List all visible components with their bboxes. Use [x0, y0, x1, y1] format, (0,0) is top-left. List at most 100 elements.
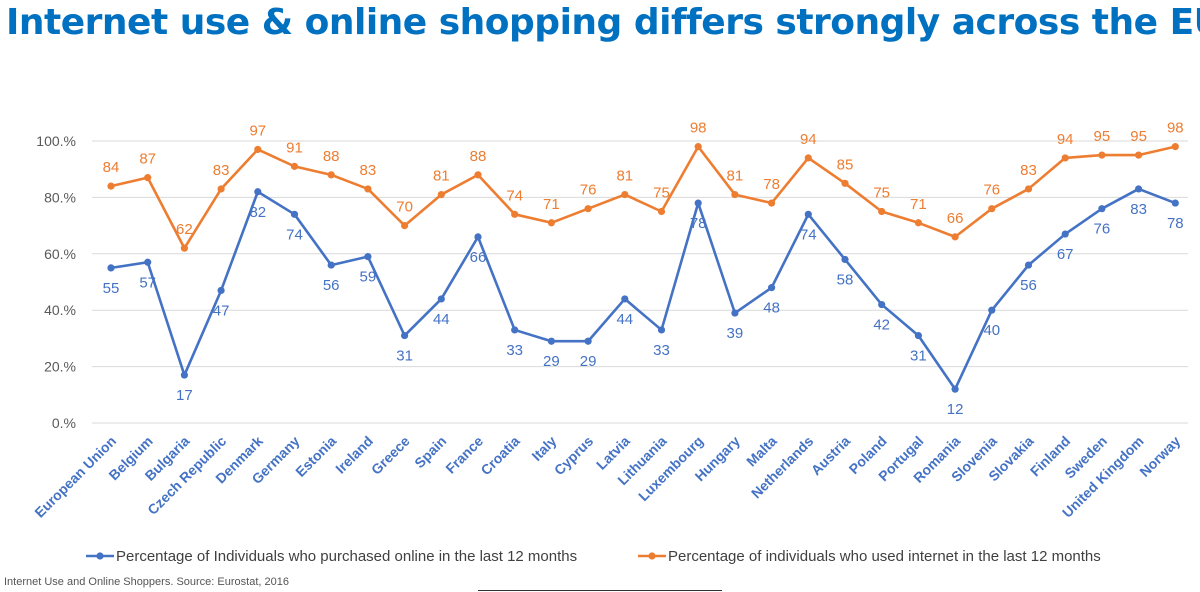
data-point [1135, 185, 1143, 193]
data-point [768, 284, 776, 292]
data-point [694, 199, 702, 207]
data-label: 42 [873, 317, 890, 334]
data-point [878, 207, 886, 216]
data-point [180, 371, 188, 379]
data-label: 71 [910, 196, 927, 213]
data-label: 59 [360, 269, 377, 286]
data-label: 74 [800, 226, 817, 243]
data-point [144, 174, 152, 182]
data-point [841, 255, 849, 264]
data-label: 82 [249, 204, 266, 221]
data-point [914, 331, 923, 340]
data-label: 75 [653, 185, 670, 202]
data-label: 88 [470, 148, 487, 165]
data-label: 56 [323, 277, 340, 294]
data-label: 57 [139, 274, 156, 291]
x-category-label: Estonia [292, 433, 339, 480]
data-labels: 55 57 17 47 82 74 56 59 31 44 66 33 29 29 44 33 78 39 48 74… [103, 120, 1184, 419]
data-point [1061, 154, 1069, 162]
data-label: 29 [580, 353, 597, 370]
data-label: 94 [800, 131, 817, 148]
data-label: 98 [1167, 120, 1184, 137]
data-label: 12 [947, 401, 964, 418]
data-point [1024, 261, 1033, 269]
data-label: 31 [910, 348, 927, 365]
data-label: 44 [433, 311, 450, 328]
data-label: 83 [1020, 162, 1037, 179]
data-point [364, 253, 372, 261]
data-label: 83 [1130, 201, 1147, 218]
data-label: 44 [616, 311, 633, 328]
data-point [290, 210, 299, 218]
data-point [841, 179, 849, 187]
data-point [914, 219, 923, 227]
page-title: Internet use & online shopping differs s… [6, 2, 1200, 43]
data-point [804, 154, 812, 162]
chart-series [107, 143, 1179, 393]
data-point [621, 295, 629, 303]
bottom-divider [478, 590, 722, 591]
data-point [731, 309, 739, 317]
data-label: 47 [213, 302, 230, 319]
data-point [437, 295, 445, 303]
x-category-label: Greece [368, 433, 413, 478]
data-label: 78 [763, 176, 780, 193]
data-label: 81 [616, 168, 633, 185]
data-point [401, 331, 409, 340]
x-category-label: Austria [808, 433, 854, 479]
data-label: 81 [433, 168, 450, 185]
data-label: 76 [1094, 221, 1111, 238]
x-category-label: Cyprus [551, 433, 597, 479]
data-point [547, 219, 556, 227]
y-tick-label: 60.% [44, 246, 76, 262]
data-label: 39 [727, 325, 744, 342]
legend: Percentage of Individuals who purchased … [86, 548, 1101, 565]
data-label: 29 [543, 353, 560, 370]
data-point [1061, 230, 1069, 238]
data-point [144, 258, 152, 266]
data-point [584, 205, 592, 213]
data-label: 62 [176, 221, 193, 238]
y-tick-label: 20.% [44, 359, 76, 375]
data-point [694, 143, 702, 151]
data-label: 91 [286, 139, 303, 156]
x-category-label: Croatia [477, 433, 523, 479]
data-label: 70 [396, 199, 413, 216]
data-point [327, 261, 335, 269]
data-label: 33 [653, 342, 670, 359]
data-point [547, 337, 556, 345]
data-label: 48 [763, 300, 780, 317]
series-line [110, 145, 1176, 250]
data-point [1171, 199, 1179, 207]
data-label: 56 [1020, 277, 1037, 294]
data-label: 75 [873, 185, 890, 202]
data-point [107, 182, 115, 190]
data-label: 33 [506, 342, 523, 359]
legend-marker [96, 552, 104, 560]
data-point [254, 145, 262, 154]
data-label: 67 [1057, 246, 1074, 263]
y-tick-label: 100.% [36, 133, 76, 149]
data-label: 94 [1057, 131, 1074, 148]
y-axis-tick-labels: 0.% 20.% 40.% 60.% 80.% 100.% [36, 133, 76, 431]
data-label: 55 [103, 280, 120, 297]
x-category-label: Italy [528, 433, 559, 464]
data-point [988, 205, 996, 213]
data-label: 84 [103, 159, 120, 176]
data-label: 78 [1167, 215, 1184, 232]
data-label: 88 [323, 148, 340, 165]
data-point [107, 264, 115, 272]
data-label: 40 [983, 322, 1000, 339]
data-label: 95 [1094, 128, 1111, 145]
data-label: 85 [837, 156, 854, 173]
data-label: 76 [983, 182, 1000, 199]
data-point [401, 222, 409, 230]
data-label: 83 [213, 162, 230, 179]
data-label: 74 [506, 187, 523, 204]
data-point [621, 190, 629, 199]
data-label: 95 [1130, 128, 1147, 145]
data-label: 31 [396, 348, 413, 365]
data-point [1135, 151, 1143, 159]
data-point [254, 188, 262, 196]
